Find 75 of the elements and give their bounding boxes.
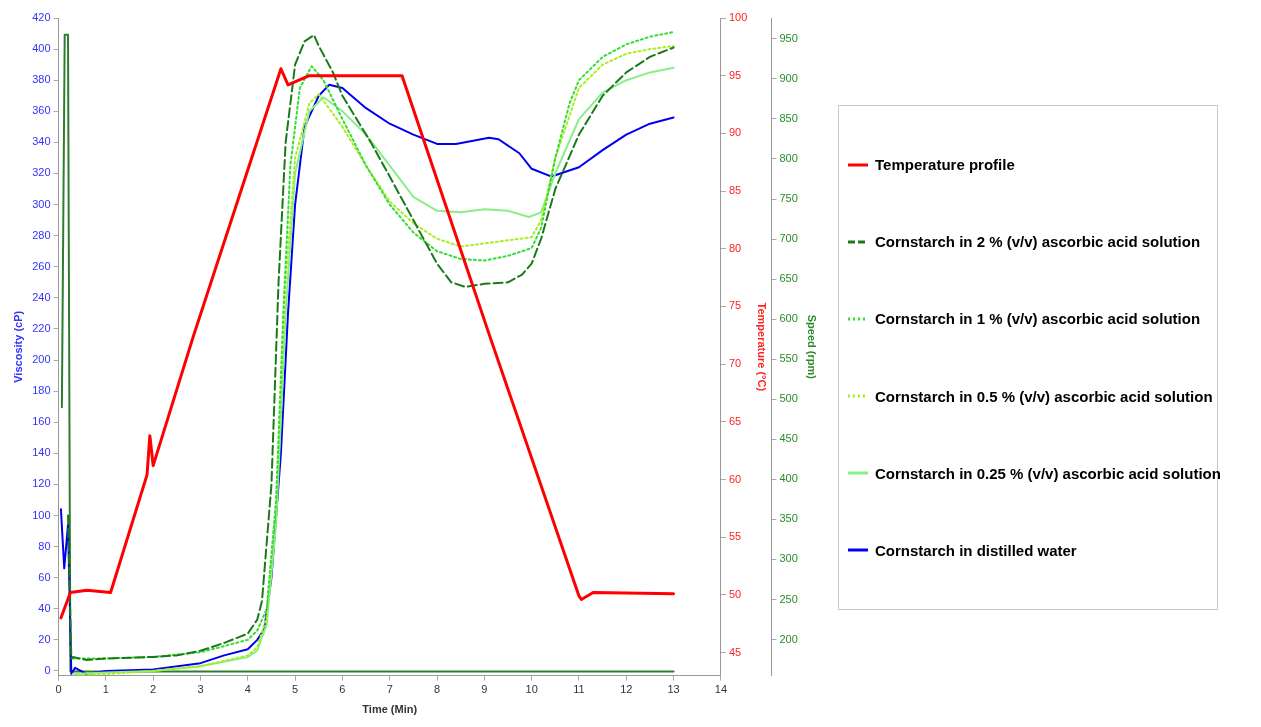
y3-tick-label: 750 <box>779 192 798 205</box>
y2-tick-label: 70 <box>728 357 742 370</box>
y-tick-label: 200 <box>32 353 51 366</box>
y3-tick-label: 800 <box>779 152 798 164</box>
legend-label: Cornstarch in 1 % (v/v) ascorbic acid solution <box>875 310 1201 328</box>
y2-tick-label: 60 <box>728 472 742 485</box>
y2-tick-label: 65 <box>728 414 742 427</box>
y3-tick-label: 950 <box>779 31 798 44</box>
legend-label: Cornstarch in distilled water <box>875 541 1077 559</box>
y3-tick-label: 200 <box>779 632 798 645</box>
y-tick-label: 0 <box>44 663 51 676</box>
y-tick-label: 260 <box>32 259 51 272</box>
x-tick-label: 6 <box>339 683 346 696</box>
y-tick-label: 40 <box>38 601 51 614</box>
y3-tick-label: 600 <box>779 312 798 325</box>
legend-label: Temperature profile <box>875 156 1015 174</box>
y-tick-label: 360 <box>32 104 51 117</box>
x-tick-label: 9 <box>481 683 488 696</box>
x-tick-label: 10 <box>525 683 538 696</box>
y-tick-label: 340 <box>32 135 51 148</box>
y3-tick-label: 300 <box>779 552 798 565</box>
y-tick-label: 20 <box>38 632 51 645</box>
x-axis-title: Time (Min) <box>362 703 418 716</box>
y-axis-title: Viscosity (cP) <box>11 310 24 383</box>
y-tick-label: 300 <box>32 197 51 210</box>
x-tick-label: 7 <box>386 683 393 696</box>
y-tick-label: 280 <box>32 228 51 241</box>
x-tick-label: 5 <box>292 683 299 696</box>
y-tick-label: 380 <box>32 73 51 86</box>
x-tick-label: 13 <box>667 683 680 696</box>
y2-tick-label: 45 <box>728 645 742 658</box>
y3-axis-title: Speed (rpm) <box>806 314 819 380</box>
y-tick-label: 180 <box>32 384 51 397</box>
y-tick-label: 140 <box>32 446 51 459</box>
y3-tick-label: 400 <box>779 472 798 485</box>
x-tick-label: 2 <box>150 683 157 696</box>
legend-label: Cornstarch in 0.25 % (v/v) ascorbic acid solution <box>875 464 1221 482</box>
y2-tick-label: 80 <box>728 241 742 254</box>
x-tick-label: 14 <box>714 683 728 696</box>
y2-tick-label: 90 <box>728 126 742 139</box>
y-tick-label: 100 <box>32 508 51 521</box>
y3-tick-label: 850 <box>779 111 798 124</box>
y-tick-label: 160 <box>32 415 51 428</box>
x-tick-label: 12 <box>620 683 633 696</box>
y2-tick-label: 50 <box>728 587 742 600</box>
y3-tick-label: 250 <box>779 592 798 605</box>
y3-tick-label: 650 <box>779 272 798 285</box>
x-tick-label: 3 <box>197 683 204 696</box>
y-tick-label: 120 <box>32 477 51 490</box>
y2-tick-label: 75 <box>728 299 742 312</box>
y-tick-label: 420 <box>32 11 51 24</box>
y3-tick-label: 700 <box>779 232 798 245</box>
x-tick-label: 11 <box>573 683 585 696</box>
y-tick-label: 400 <box>32 42 51 55</box>
y2-axis-title: Temperature (°C) <box>755 302 768 392</box>
y2-tick-label: 55 <box>728 530 742 543</box>
y3-tick-label: 350 <box>779 512 798 525</box>
legend-label: Cornstarch in 0.5 % (v/v) ascorbic acid solution <box>875 387 1213 405</box>
y2-tick-label: 95 <box>728 68 742 81</box>
y-tick-label: 60 <box>38 570 51 583</box>
y-tick-label: 80 <box>38 539 51 552</box>
y-tick-label: 320 <box>32 166 51 179</box>
y3-tick-label: 900 <box>779 71 798 84</box>
y-tick-label: 240 <box>32 290 51 303</box>
x-tick-label: 4 <box>244 683 251 696</box>
y2-tick-label: 100 <box>728 11 748 24</box>
y3-tick-label: 550 <box>779 352 798 365</box>
x-tick-label: 1 <box>102 683 109 696</box>
y-tick-label: 220 <box>32 321 51 334</box>
x-tick-label: 8 <box>433 683 441 696</box>
x-tick-label: 0 <box>55 683 62 696</box>
y2-tick-label: 85 <box>728 184 742 197</box>
y3-tick-label: 450 <box>779 432 798 445</box>
y3-tick-label: 500 <box>779 392 798 405</box>
legend-label: Cornstarch in 2 % (v/v) ascorbic acid solution <box>875 233 1201 251</box>
